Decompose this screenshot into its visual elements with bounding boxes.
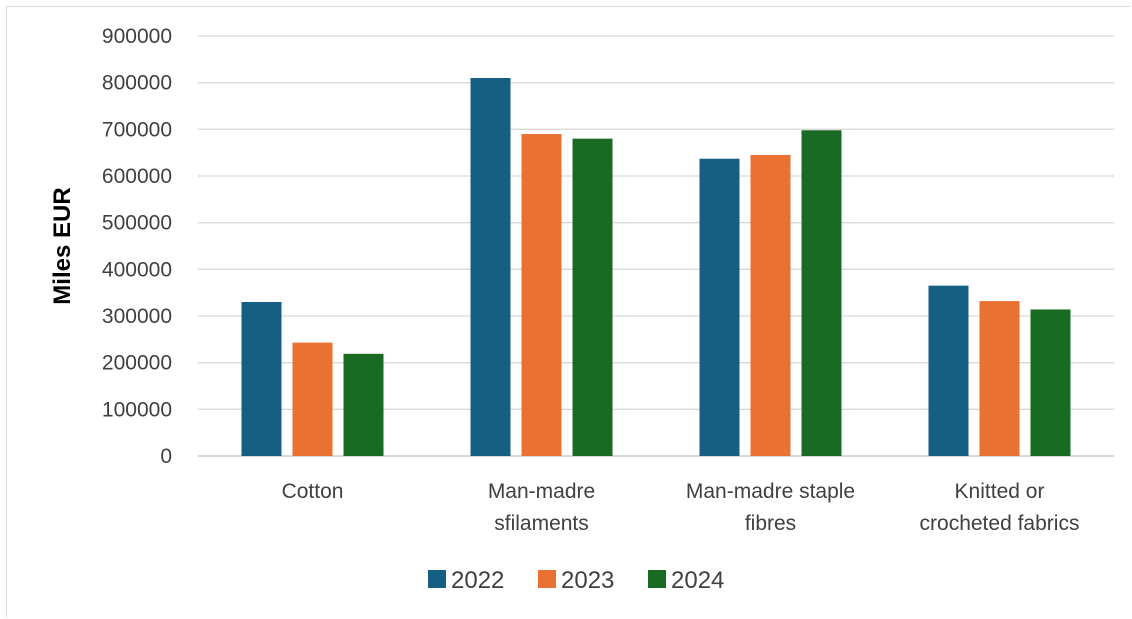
bar-2024-2 xyxy=(801,130,842,456)
y-tick-label: 200000 xyxy=(102,352,172,375)
chart-frame xyxy=(6,6,1130,617)
y-tick-label: 600000 xyxy=(102,165,172,188)
y-tick-label: 0 xyxy=(160,445,172,468)
legend-label: 2024 xyxy=(671,567,724,594)
y-tick-label: 400000 xyxy=(102,258,172,281)
x-category-label: Man-madre staple xyxy=(686,480,855,503)
x-category-label: crocheted fabrics xyxy=(920,512,1080,535)
bar-2022-2 xyxy=(699,158,740,456)
bar-2023-0 xyxy=(292,342,333,456)
y-tick-label: 100000 xyxy=(102,398,172,421)
legend-swatch-2024 xyxy=(648,570,666,588)
bar-2024-0 xyxy=(343,353,384,456)
bar-2022-0 xyxy=(241,302,282,456)
x-category-label: Knitted or xyxy=(955,480,1045,503)
y-tick-label: 900000 xyxy=(102,25,172,48)
bar-2022-1 xyxy=(470,78,511,456)
x-category-label: Man-madre xyxy=(488,480,595,503)
bar-2023-3 xyxy=(979,301,1020,456)
y-tick-label: 800000 xyxy=(102,72,172,95)
bar-2022-3 xyxy=(928,285,969,456)
bar-2024-3 xyxy=(1030,309,1071,456)
x-category-label: Cotton xyxy=(282,480,344,503)
bar-2023-2 xyxy=(750,155,791,456)
y-tick-label: 300000 xyxy=(102,305,172,328)
legend-swatch-2023 xyxy=(538,570,556,588)
y-tick-label: 500000 xyxy=(102,212,172,235)
x-category-label: fibres xyxy=(745,512,796,535)
legend-swatch-2022 xyxy=(428,570,446,588)
x-category-label: sfilaments xyxy=(494,512,589,535)
legend-label: 2022 xyxy=(451,567,504,594)
y-tick-label: 700000 xyxy=(102,118,172,141)
y-axis-label: Miles EUR xyxy=(49,187,76,304)
bar-2023-1 xyxy=(521,134,562,456)
bar-2024-1 xyxy=(572,138,613,456)
legend-label: 2023 xyxy=(561,567,614,594)
